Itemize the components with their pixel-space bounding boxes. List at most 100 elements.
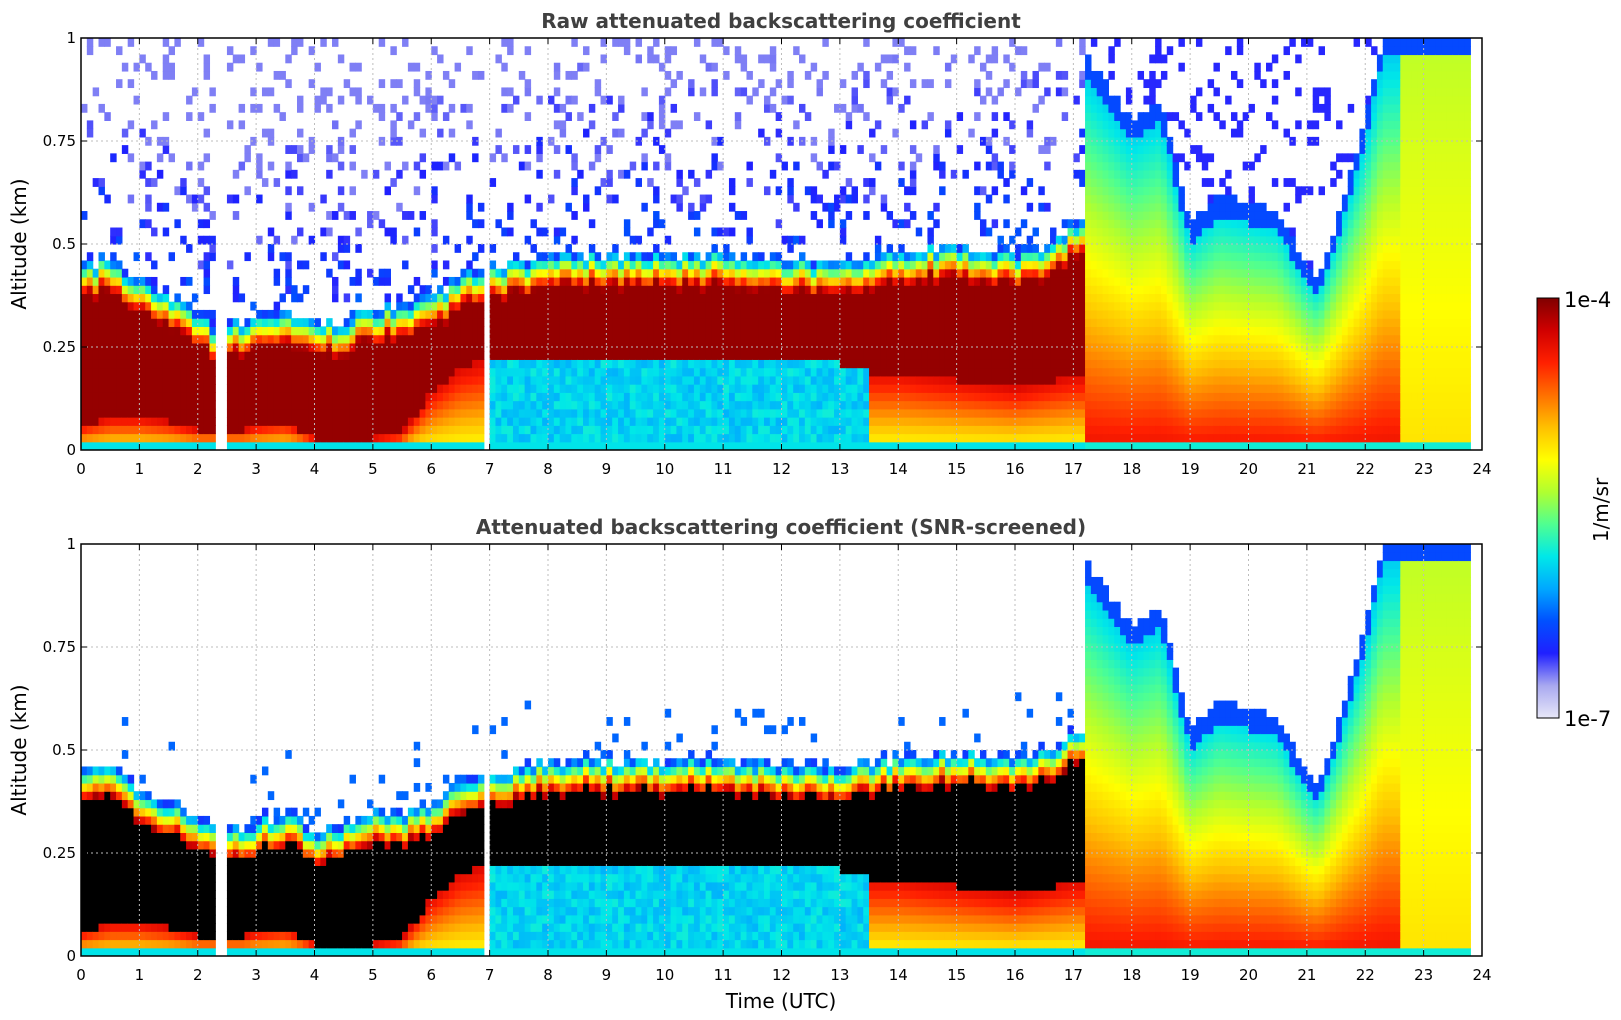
heatmap-cell xyxy=(688,367,695,377)
heatmap-cell xyxy=(676,351,683,360)
heatmap-cell xyxy=(787,276,794,286)
heatmap-cell xyxy=(116,367,123,377)
heatmap-cell xyxy=(886,54,894,64)
heatmap-cell xyxy=(1114,309,1121,319)
heatmap-cell xyxy=(793,359,800,369)
heatmap-cell xyxy=(623,425,631,435)
heatmap-cell xyxy=(816,375,823,385)
heatmap-cell xyxy=(1120,145,1127,154)
heatmap-cell xyxy=(857,441,864,450)
heatmap-cell xyxy=(296,367,304,377)
heatmap-cell xyxy=(326,375,333,385)
heatmap-cell xyxy=(933,433,940,443)
heatmap-cell xyxy=(623,417,631,426)
heatmap-cell xyxy=(559,375,567,385)
heatmap-cell xyxy=(734,334,742,344)
heatmap-cell xyxy=(367,375,374,385)
heatmap-cell xyxy=(431,293,438,303)
heatmap-cell xyxy=(1044,293,1051,303)
heatmap-cell xyxy=(898,384,905,393)
heatmap-cell xyxy=(594,276,602,286)
heatmap-cell xyxy=(530,244,537,253)
heatmap-cell xyxy=(1026,202,1034,212)
heatmap-cell xyxy=(1114,211,1121,220)
heatmap-cell xyxy=(180,334,187,344)
heatmap-cell xyxy=(880,202,888,212)
heatmap-cell xyxy=(968,417,975,426)
heatmap-cell xyxy=(641,87,648,97)
heatmap-cell xyxy=(349,359,356,369)
heatmap-cell xyxy=(524,309,532,319)
heatmap-cell xyxy=(950,169,958,179)
heatmap-cell xyxy=(956,367,964,377)
heatmap-cell xyxy=(1131,260,1139,270)
heatmap-cell xyxy=(466,384,473,393)
heatmap-cell xyxy=(1125,375,1133,385)
heatmap-cell xyxy=(197,433,205,443)
heatmap-cell xyxy=(209,326,216,336)
heatmap-cell xyxy=(717,408,724,418)
heatmap-cell xyxy=(746,260,753,270)
heatmap-cell xyxy=(921,120,929,130)
heatmap-cell xyxy=(302,351,310,360)
heatmap-cell xyxy=(717,285,724,295)
heatmap-cell xyxy=(361,351,368,360)
heatmap-cell xyxy=(1003,112,1010,121)
heatmap-cell xyxy=(542,351,549,360)
heatmap-cell xyxy=(1079,46,1086,56)
heatmap-cell xyxy=(647,268,654,278)
heatmap-cell xyxy=(1102,252,1109,262)
heatmap-cell xyxy=(332,433,339,443)
heatmap-cell xyxy=(822,417,829,426)
heatmap-cell xyxy=(728,359,736,369)
heatmap-cell xyxy=(1067,301,1074,311)
heatmap-cell xyxy=(898,425,905,435)
heatmap-cell xyxy=(804,309,812,319)
heatmap-cell xyxy=(273,425,281,435)
heatmap-cell xyxy=(618,433,625,443)
heatmap-cell xyxy=(548,351,555,360)
heatmap-cell xyxy=(781,425,788,435)
heatmap-cell xyxy=(349,417,356,426)
heatmap-cell xyxy=(991,252,999,262)
heatmap-cell xyxy=(139,301,146,311)
heatmap-cell xyxy=(314,334,321,344)
heatmap-cell xyxy=(594,79,602,89)
heatmap-cell xyxy=(524,260,532,270)
heatmap-cell xyxy=(92,425,100,435)
heatmap-cell xyxy=(612,252,619,262)
heatmap-cell xyxy=(116,375,123,385)
heatmap-cell xyxy=(956,309,964,319)
heatmap-cell xyxy=(156,326,164,336)
heatmap-cell xyxy=(442,260,450,270)
heatmap-cell xyxy=(548,367,555,377)
heatmap-cell xyxy=(507,441,514,450)
heatmap-cell xyxy=(623,367,631,377)
heatmap-cell xyxy=(261,367,269,377)
heatmap-cell xyxy=(98,392,105,402)
heatmap-cell xyxy=(559,318,567,327)
heatmap-cell xyxy=(285,211,292,220)
heatmap-cell xyxy=(740,252,748,262)
heatmap-cell xyxy=(1114,194,1121,204)
heatmap-cell xyxy=(413,417,421,426)
heatmap-cell xyxy=(740,425,748,435)
heatmap-cell xyxy=(460,326,467,336)
heatmap-cell xyxy=(1114,433,1121,443)
heatmap-cell xyxy=(466,194,473,204)
heatmap-cell xyxy=(116,46,123,56)
heatmap-cell xyxy=(1015,268,1022,278)
heatmap-cell xyxy=(1102,285,1109,295)
heatmap-cell xyxy=(559,384,567,393)
heatmap-cell xyxy=(565,359,572,369)
heatmap-cell xyxy=(413,309,421,319)
heatmap-cell xyxy=(296,433,304,443)
heatmap-cell xyxy=(285,285,292,295)
heatmap-cell xyxy=(950,326,958,336)
heatmap-cell xyxy=(524,79,532,89)
heatmap-cell xyxy=(168,252,175,262)
heatmap-cell xyxy=(612,425,619,435)
heatmap-cell xyxy=(863,334,870,344)
heatmap-cell xyxy=(647,54,654,64)
heatmap-cell xyxy=(974,186,981,196)
